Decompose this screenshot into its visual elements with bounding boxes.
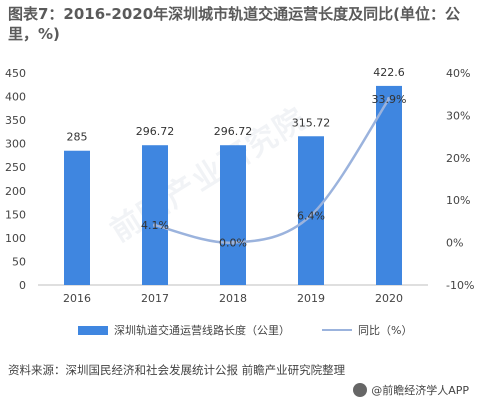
line-value-label: 0.0%	[219, 237, 247, 250]
y-right-tick-label: -10%	[446, 279, 474, 292]
bar-value-label: 296.72	[136, 125, 175, 138]
legend-bar-label: 深圳轨道交通运营线路长度（公里）	[114, 324, 290, 337]
legend-line-label: 同比（%）	[358, 324, 413, 337]
bar	[142, 145, 168, 285]
bar	[298, 136, 324, 285]
growth-rate-line	[154, 98, 391, 244]
y-left-tick-label: 400	[5, 91, 26, 104]
brand-logo-icon	[353, 383, 368, 397]
y-left-tick-label: 50	[12, 255, 26, 268]
y-right-tick-label: 30%	[446, 109, 470, 122]
x-tick-label: 2016	[63, 292, 91, 305]
line-value-label: 6.4%	[297, 209, 325, 222]
bar	[64, 150, 90, 285]
brand-credit: @前瞻经济学人APP	[353, 382, 469, 398]
legend: 深圳轨道交通运营线路长度（公里） 同比（%）	[0, 322, 479, 338]
x-tick-label: 2017	[141, 292, 169, 305]
bar-value-label: 296.72	[214, 125, 253, 138]
x-tick-label: 2020	[375, 292, 403, 305]
y-left-tick-label: 200	[5, 185, 26, 198]
legend-line-swatch	[322, 329, 352, 331]
bar	[220, 145, 246, 285]
bar-value-label: 315.72	[292, 116, 331, 129]
y-right-tick-label: 0%	[446, 237, 463, 250]
brand-text: @前瞻经济学人APP	[371, 384, 469, 397]
line-point	[231, 240, 235, 245]
y-left-tick-label: 0	[19, 279, 26, 292]
y-left-tick-label: 250	[5, 161, 26, 174]
line-point	[387, 96, 391, 101]
legend-bar-swatch	[78, 325, 108, 335]
legend-item-bar: 深圳轨道交通运营线路长度（公里）	[78, 322, 290, 338]
x-tick-label: 2019	[297, 292, 325, 305]
source-note: 资料来源：深圳国民经济和社会发展统计公报 前瞻产业研究院整理	[8, 363, 346, 377]
bar-value-label: 285	[67, 131, 88, 144]
y-right-tick-label: 20%	[446, 152, 470, 165]
bar-value-label: 422.6	[373, 66, 405, 79]
line-value-label: 33.9%	[372, 93, 407, 106]
y-left-tick-label: 150	[5, 208, 26, 221]
y-right-tick-label: 10%	[446, 194, 470, 207]
line-point	[309, 213, 313, 218]
x-tick-label: 2018	[219, 292, 247, 305]
legend-item-line: 同比（%）	[322, 322, 412, 338]
bar	[376, 85, 402, 285]
y-left-tick-label: 300	[5, 138, 26, 151]
y-left-tick-label: 450	[5, 67, 26, 80]
chart-title: 图表7：2016-2020年深圳城市轨道交通运营长度及同比(单位：公里，%)	[8, 5, 461, 43]
y-left-tick-label: 350	[5, 114, 26, 127]
y-right-tick-label: 40%	[446, 67, 470, 80]
line-value-label: 4.1%	[141, 219, 169, 232]
y-left-tick-label: 100	[5, 232, 26, 245]
line-point	[153, 223, 157, 228]
